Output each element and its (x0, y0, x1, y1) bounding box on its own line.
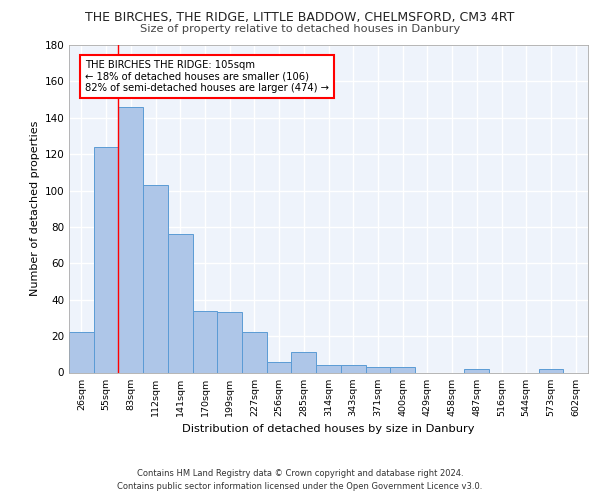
Bar (217, 312, 242, 372)
Bar (292, 352, 316, 372)
Text: Size of property relative to detached houses in Danbury: Size of property relative to detached ho… (140, 24, 460, 34)
Bar (316, 365, 341, 372)
Text: Contains HM Land Registry data © Crown copyright and database right 2024.
Contai: Contains HM Land Registry data © Crown c… (118, 470, 482, 491)
Bar (390, 367, 415, 372)
Y-axis label: Number of detached properties: Number of detached properties (30, 121, 40, 296)
Bar (242, 332, 267, 372)
Bar (539, 369, 563, 372)
Bar (118, 107, 143, 372)
Bar (365, 367, 390, 372)
Text: THE BIRCHES, THE RIDGE, LITTLE BADDOW, CHELMSFORD, CM3 4RT: THE BIRCHES, THE RIDGE, LITTLE BADDOW, C… (85, 11, 515, 24)
Bar (69, 332, 94, 372)
Bar (464, 369, 489, 372)
Bar (168, 234, 193, 372)
X-axis label: Distribution of detached houses by size in Danbury: Distribution of detached houses by size … (182, 424, 475, 434)
Bar (341, 365, 365, 372)
Bar (267, 362, 292, 372)
Text: THE BIRCHES THE RIDGE: 105sqm
← 18% of detached houses are smaller (106)
82% of : THE BIRCHES THE RIDGE: 105sqm ← 18% of d… (85, 60, 329, 93)
Bar (94, 147, 118, 372)
Bar (193, 310, 217, 372)
Bar (143, 185, 168, 372)
